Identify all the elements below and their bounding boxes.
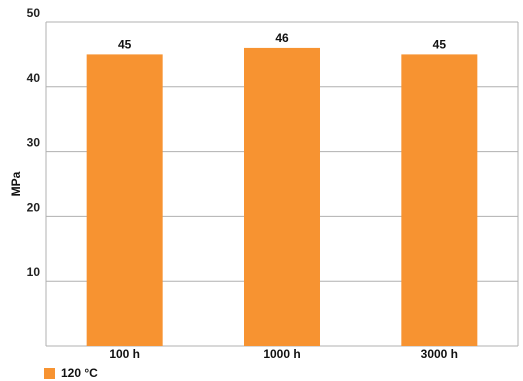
bars — [86, 47, 478, 347]
data-label: 45 — [118, 37, 132, 51]
y-axis-title: MPa — [9, 171, 23, 196]
y-tick-label: 20 — [27, 200, 41, 214]
x-tick-label: 1000 h — [263, 347, 300, 361]
y-tick-label: 50 — [27, 6, 41, 20]
data-label: 46 — [275, 31, 289, 45]
x-tick-label: 100 h — [109, 347, 140, 361]
legend-label: 120 °C — [61, 366, 98, 380]
legend-swatch — [44, 367, 55, 379]
labels: 10 20 30 40 50 45 100 h 46 1000 h 45 3000 h — [27, 6, 458, 361]
y-tick-label: 30 — [27, 136, 41, 150]
x-tick-label: 3000 h — [421, 347, 458, 361]
bar — [244, 47, 320, 347]
bar — [401, 54, 478, 347]
y-tick-label: 10 — [27, 265, 41, 279]
bar — [86, 54, 163, 347]
legend: 120 °C — [44, 366, 98, 380]
data-label: 45 — [433, 37, 447, 51]
y-tick-label: 40 — [27, 71, 41, 85]
